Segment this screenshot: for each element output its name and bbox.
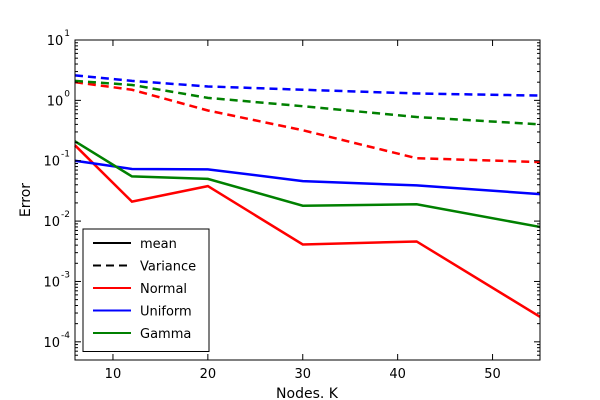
- series-line-normal-variance: [74, 80, 541, 164]
- y-tick-label: 10: [43, 155, 60, 170]
- series-line-uniform-mean: [74, 159, 541, 196]
- legend-label-uniform: Uniform: [140, 305, 192, 320]
- legend-box: [82, 228, 210, 352]
- legend-label-normal: Normal: [140, 282, 187, 297]
- series-line-normal-mean: [74, 144, 541, 318]
- y-tick-exponent: -2: [61, 210, 70, 220]
- legend-label-mean: mean: [140, 237, 177, 252]
- legend-label-gamma: Gamma: [140, 327, 191, 342]
- x-tick-label: 30: [294, 367, 311, 382]
- legend-label-variance: Variance: [140, 260, 196, 275]
- y-axis-label: Error: [18, 183, 34, 217]
- y-tick-exponent: -3: [61, 270, 70, 280]
- x-tick-label: 20: [200, 367, 217, 382]
- plot-frame: [74, 39, 541, 361]
- series-line-gamma-mean: [74, 140, 541, 229]
- y-tick-label: 10: [43, 275, 60, 290]
- x-tick-label: 50: [484, 367, 501, 382]
- x-axis-label: Nodes. K: [276, 386, 339, 400]
- y-tick-exponent: -4: [61, 331, 70, 341]
- y-tick-exponent: -1: [61, 150, 70, 160]
- y-tick-label: 10: [43, 215, 60, 230]
- series-line-gamma-variance: [74, 79, 541, 126]
- y-tick-label: 10: [47, 94, 64, 109]
- y-tick-label: 10: [43, 336, 60, 351]
- y-tick-label: 10: [47, 34, 64, 49]
- y-tick-exponent: 0: [64, 89, 70, 99]
- series-layer: [74, 74, 541, 318]
- legend: mean Variance Normal Uniform Gamma: [82, 228, 210, 352]
- x-tick-label: 40: [389, 367, 406, 382]
- x-tick-label: 10: [105, 367, 122, 382]
- y-tick-exponent: 1: [64, 29, 70, 39]
